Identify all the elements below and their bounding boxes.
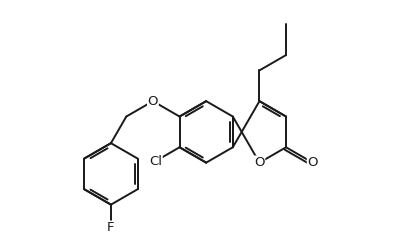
Text: O: O bbox=[307, 156, 318, 169]
Text: Cl: Cl bbox=[149, 155, 162, 168]
Text: O: O bbox=[254, 156, 265, 169]
Text: O: O bbox=[148, 95, 158, 108]
Text: F: F bbox=[107, 221, 115, 234]
